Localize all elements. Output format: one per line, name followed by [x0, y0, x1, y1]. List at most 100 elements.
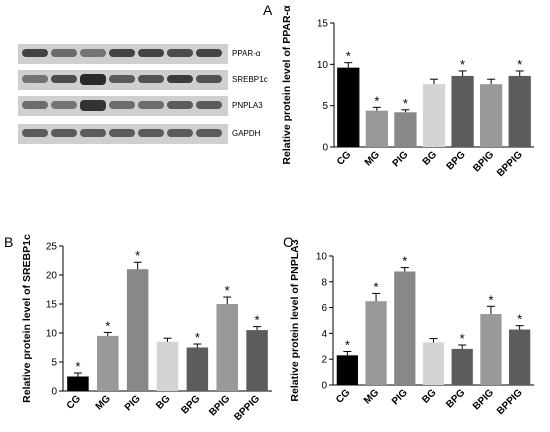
- blot-band: [138, 129, 164, 137]
- bar: [365, 301, 387, 385]
- x-tick-label: BPPIG: [495, 149, 525, 179]
- blot-band: [138, 101, 164, 109]
- blot-row: [18, 44, 228, 64]
- blot-band: [196, 129, 222, 137]
- x-tick-label: MG: [94, 393, 113, 412]
- blot-band: [80, 129, 106, 137]
- blot-band: [109, 101, 135, 109]
- blot-band: [109, 129, 135, 137]
- blot-band: [51, 75, 77, 83]
- x-tick-label: MG: [363, 149, 382, 168]
- bar: [508, 75, 531, 147]
- panel-letter-b: B: [4, 234, 14, 250]
- blot-band: [167, 49, 193, 57]
- bar: [156, 341, 179, 391]
- bar: [480, 84, 503, 147]
- bar: [451, 75, 474, 147]
- blot-band: [51, 129, 77, 137]
- y-axis-label: Relative protein level of SREBP1c: [21, 234, 33, 403]
- significance-marker: *: [75, 359, 80, 374]
- significance-marker: *: [225, 283, 230, 298]
- blot-band: [22, 129, 48, 137]
- x-tick-label: BPIG: [471, 149, 496, 174]
- bar: [422, 342, 445, 385]
- blot-row-label: GAPDH: [232, 129, 261, 138]
- blot-band: [51, 49, 77, 57]
- bar: [336, 355, 358, 385]
- panel-letter-a: A: [263, 2, 273, 18]
- blot-band: [167, 129, 193, 137]
- y-axis-label: Relative protein level of PNPLA3: [289, 239, 301, 401]
- significance-marker: *: [255, 313, 260, 328]
- blot-band: [196, 75, 222, 83]
- y-tick-label: 15: [46, 300, 58, 311]
- y-tick-label: 5: [51, 358, 57, 369]
- y-axis-label: Relative protein level of PPAR-α: [281, 5, 293, 165]
- blot-row-label: PNPLA3: [232, 101, 263, 110]
- significance-marker: *: [195, 330, 200, 345]
- significance-marker: *: [345, 337, 350, 352]
- y-tick-label: 2: [321, 355, 327, 366]
- bar: [246, 330, 268, 391]
- significance-marker: *: [460, 331, 465, 346]
- x-tick-label: PIG: [123, 393, 143, 413]
- y-tick-label: 0: [321, 381, 327, 392]
- y-tick-label: 8: [321, 277, 327, 288]
- bar: [451, 348, 473, 385]
- blot-band: [167, 101, 193, 109]
- blot-band: [109, 75, 135, 83]
- y-tick-label: 15: [317, 19, 329, 30]
- significance-marker: *: [488, 292, 493, 307]
- y-tick-label: 5: [322, 101, 328, 112]
- blot-band: [109, 49, 135, 57]
- significance-marker: *: [105, 318, 110, 333]
- blot-band: [80, 100, 106, 111]
- x-tick-label: BPIG: [471, 387, 496, 412]
- x-tick-label: CG: [334, 387, 353, 406]
- significance-marker: *: [517, 57, 522, 72]
- bar: [216, 304, 238, 391]
- bar: [394, 112, 417, 147]
- blot-row: [18, 124, 228, 144]
- blot-band: [22, 75, 48, 83]
- x-tick-label: BPPIG: [495, 387, 525, 417]
- blot-row-label: PPAR-α: [232, 49, 261, 58]
- blot-band: [196, 49, 222, 57]
- blot-band: [80, 74, 106, 85]
- x-tick-label: BG: [154, 393, 173, 412]
- significance-marker: *: [374, 279, 379, 294]
- blot-band: [138, 75, 164, 83]
- x-tick-label: BPG: [179, 393, 202, 416]
- y-tick-label: 6: [321, 303, 327, 314]
- significance-marker: *: [460, 57, 465, 72]
- bar: [97, 335, 119, 391]
- x-tick-label: BPIG: [207, 393, 232, 418]
- blot-band: [22, 101, 48, 109]
- bar: [422, 84, 446, 147]
- bar: [126, 269, 149, 391]
- x-tick-label: BPPIG: [232, 393, 262, 423]
- blot-band: [80, 49, 106, 57]
- blot-band: [51, 101, 77, 109]
- bar: [337, 67, 360, 147]
- y-tick-label: 10: [46, 329, 58, 340]
- blot-row: [18, 96, 228, 116]
- significance-marker: *: [402, 254, 407, 269]
- y-tick-label: 25: [46, 242, 58, 253]
- panel-letter-c: C: [283, 234, 294, 250]
- blot-row-label: SREBP1c: [232, 75, 268, 84]
- x-tick-label: CG: [335, 149, 354, 168]
- blot-row: [18, 70, 228, 90]
- bar: [186, 347, 209, 391]
- significance-marker: *: [374, 93, 379, 108]
- significance-marker: *: [346, 49, 351, 64]
- x-tick-label: CG: [65, 393, 84, 412]
- y-tick-label: 4: [321, 329, 327, 340]
- x-tick-label: PIG: [391, 149, 411, 169]
- blot-band: [22, 49, 48, 57]
- y-tick-label: 10: [316, 252, 328, 263]
- blot-band: [138, 49, 164, 57]
- x-tick-label: PIG: [390, 387, 410, 407]
- x-tick-label: BG: [420, 387, 439, 406]
- x-tick-label: MG: [362, 387, 381, 406]
